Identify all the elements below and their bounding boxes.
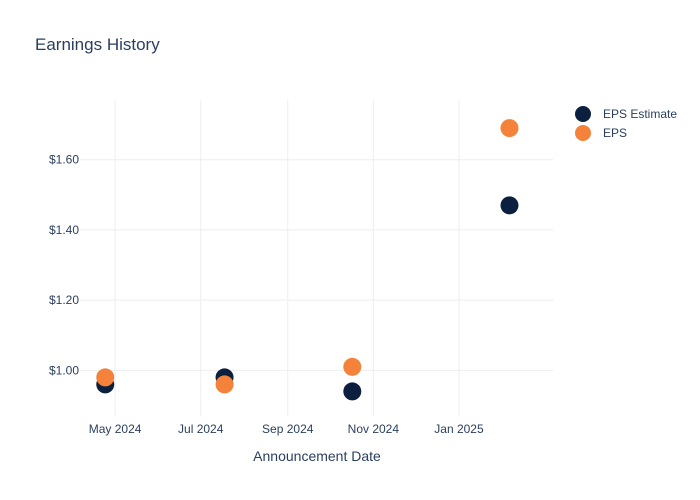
gridlines (80, 100, 553, 416)
chart-title: Earnings History (35, 35, 160, 54)
eps-point (500, 119, 519, 138)
y-tick-label: $1.20 (49, 293, 79, 307)
x-tick-label: Nov 2024 (348, 422, 400, 436)
eps-point (215, 375, 234, 394)
eps-estimate-point (343, 382, 362, 401)
legend-label-eps-estimate: EPS Estimate (603, 107, 677, 121)
y-tick-label: $1.60 (49, 153, 79, 167)
legend-label-eps: EPS (603, 126, 627, 140)
legend-marker-eps-estimate (575, 106, 591, 122)
eps-estimate-point (500, 196, 519, 215)
eps-point (343, 357, 362, 376)
x-axis-ticks: May 2024 Jul 2024 Sep 2024 Nov 2024 Jan 2025 (89, 422, 484, 436)
x-axis-title: Announcement Date (253, 448, 381, 464)
y-tick-label: $1.40 (49, 223, 79, 237)
y-tick-label: $1.00 (49, 363, 79, 377)
legend: EPS Estimate EPS (575, 106, 677, 141)
legend-marker-eps (575, 125, 591, 141)
data-points (96, 119, 519, 401)
x-tick-label: Sep 2024 (262, 422, 314, 436)
y-axis-ticks: $1.00 $1.20 $1.40 $1.60 (49, 153, 79, 378)
x-tick-label: Jan 2025 (434, 422, 484, 436)
eps-point (96, 368, 115, 387)
x-tick-label: Jul 2024 (178, 422, 224, 436)
x-tick-label: May 2024 (89, 422, 142, 436)
